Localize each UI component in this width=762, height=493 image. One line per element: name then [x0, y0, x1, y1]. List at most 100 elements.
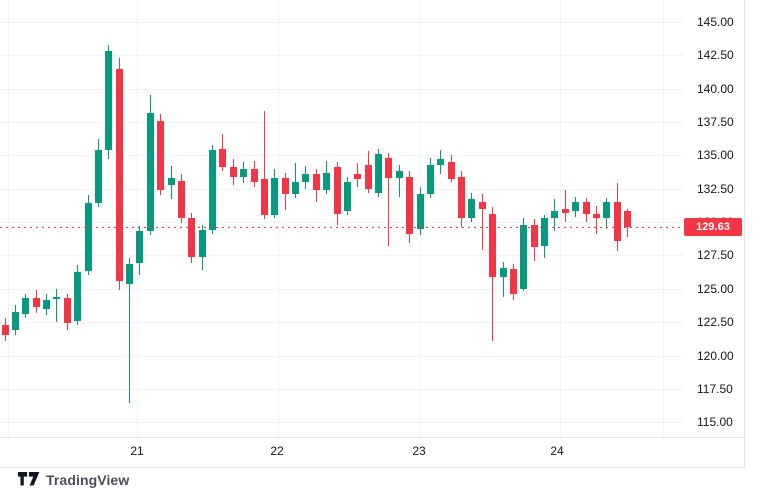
candle — [63, 298, 71, 324]
candle — [260, 179, 268, 216]
candle — [312, 174, 320, 191]
candle-wick — [595, 206, 597, 235]
price-axis-tick-label: 115.00 — [697, 415, 733, 430]
time-axis-tick-label: 23 — [412, 444, 426, 458]
price-axis-tick-label: 125.00 — [697, 281, 734, 296]
grid-line-horizontal — [0, 188, 684, 190]
candle — [292, 182, 299, 195]
candle — [209, 150, 216, 231]
grid-line-vertical — [8, 0, 9, 437]
grid-line-horizontal — [0, 222, 684, 224]
candle — [375, 154, 382, 193]
plot-area[interactable] — [0, 0, 744, 437]
candle-wick — [295, 163, 296, 199]
candle — [478, 202, 486, 209]
candle — [11, 311, 19, 331]
candle — [229, 167, 237, 177]
candle — [489, 214, 497, 277]
candle — [126, 263, 133, 284]
candle — [198, 230, 206, 257]
price-axis-tick-label: 142.50 — [697, 48, 734, 63]
grid-line-horizontal — [0, 422, 684, 424]
tradingview-logo-icon — [18, 472, 40, 488]
grid-line-horizontal — [0, 355, 684, 357]
time-axis-bottom-border — [0, 467, 744, 468]
candle — [105, 51, 113, 150]
time-axis-tick-label: 24 — [550, 444, 564, 458]
candle — [167, 178, 175, 185]
candle-wick — [502, 262, 504, 297]
candle — [541, 218, 549, 247]
tradingview-brand-link[interactable]: TradingView — [18, 472, 129, 488]
candle — [406, 176, 414, 235]
grid-line-horizontal — [0, 322, 684, 324]
candle-wick — [564, 190, 566, 223]
widget-right-border — [744, 0, 745, 468]
candle — [416, 194, 424, 229]
grid-line-vertical — [277, 0, 279, 437]
candle — [437, 159, 445, 165]
candle — [250, 168, 258, 182]
candle — [240, 168, 248, 177]
candle — [582, 202, 590, 215]
candle — [572, 202, 580, 212]
price-axis-tick-label: 137.50 — [697, 115, 734, 130]
candle — [32, 298, 40, 308]
candle-wick — [56, 288, 58, 323]
candle — [354, 174, 362, 180]
price-axis-tick-label: 117.50 — [697, 381, 733, 396]
candle — [364, 164, 372, 189]
candle-wick — [263, 111, 265, 220]
candle — [385, 158, 393, 179]
grid-line-horizontal — [0, 255, 684, 257]
candle — [613, 202, 621, 241]
candle — [302, 174, 310, 183]
candle — [343, 182, 351, 212]
candle — [22, 298, 30, 315]
candle — [395, 171, 403, 179]
grid-line-horizontal — [0, 388, 684, 390]
candle — [458, 176, 465, 219]
candle — [188, 218, 196, 257]
candle — [426, 164, 434, 194]
candle — [157, 120, 165, 191]
candle-wick — [398, 164, 400, 197]
candle — [603, 202, 611, 219]
candle — [53, 296, 61, 300]
candle-wick — [388, 152, 390, 247]
last-price-line — [0, 227, 684, 228]
candle — [136, 231, 144, 264]
grid-line-vertical — [663, 0, 664, 437]
grid-line-horizontal — [0, 22, 684, 23]
candle — [592, 214, 600, 219]
candle — [74, 271, 82, 321]
grid-line-horizontal — [0, 122, 684, 124]
candle — [561, 208, 569, 213]
candle — [530, 224, 538, 248]
grid-line-vertical — [560, 0, 561, 437]
price-axis-tick-label: 120.00 — [697, 348, 734, 363]
last-price-label: 129.63 — [684, 218, 742, 236]
candle — [271, 178, 279, 216]
tradingview-brand-text: TradingView — [46, 472, 130, 488]
price-axis-tick-label: 122.50 — [697, 315, 734, 330]
candle — [624, 211, 632, 227]
grid-line-horizontal — [0, 88, 684, 90]
candle — [509, 268, 517, 295]
candle — [499, 267, 507, 277]
price-axis-tick-label: 127.50 — [697, 248, 734, 263]
candle — [1, 324, 9, 336]
price-axis-tick-label: 132.50 — [697, 181, 734, 196]
grid-line-horizontal — [0, 155, 684, 157]
candle — [94, 150, 102, 204]
time-axis-tick-label: 21 — [130, 444, 144, 458]
pane-bottom-border — [0, 437, 744, 438]
candle — [468, 199, 476, 219]
candle — [281, 178, 289, 195]
candle — [323, 172, 331, 190]
price-axis-tick-label: 135.00 — [697, 148, 734, 163]
grid-line-horizontal — [0, 288, 684, 290]
price-axis-tick-label: 140.00 — [697, 81, 734, 96]
candle-wick — [481, 194, 483, 251]
